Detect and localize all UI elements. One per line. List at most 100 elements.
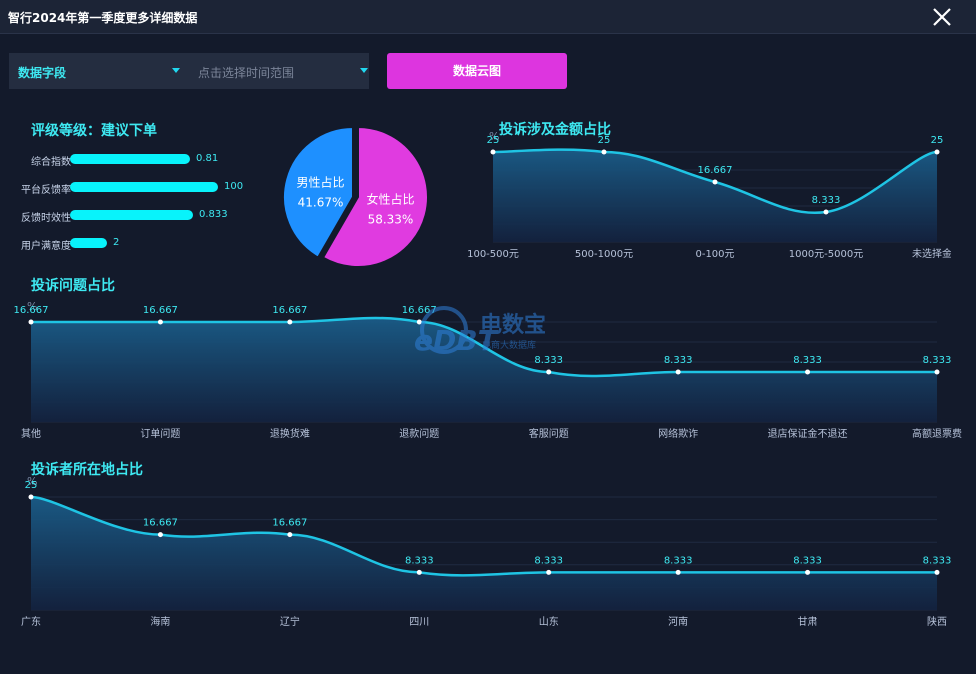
rating-row: 综合指数 0.81 [0, 153, 976, 168]
x-tick-label: 1000元-5000元 [789, 249, 864, 260]
issue-area-chart: 投诉问题占比%16.667其他16.667订单问题16.667退换货难16.66… [14, 277, 963, 440]
rating-label: 综合指数 [31, 157, 71, 168]
data-label: 8.333 [923, 355, 952, 366]
x-tick-label: 辽宁 [280, 615, 300, 628]
data-label: 8.333 [664, 555, 693, 566]
x-tick-label: 广东 [21, 615, 41, 628]
data-point [287, 319, 293, 325]
data-point [675, 369, 681, 375]
watermark-logo: eDBT 电数宝 电商大数据库 [414, 300, 564, 360]
pie-label: 男性占比 [297, 174, 345, 189]
chart-title: 投诉涉及金额占比 [499, 121, 611, 138]
data-point [157, 319, 163, 325]
x-tick-label: 甘肃 [798, 615, 818, 628]
area-fill [31, 497, 937, 610]
window-title: 智行2024年第一季度更多详细数据 [8, 11, 198, 25]
data-label: 16.667 [402, 305, 437, 316]
data-label: 8.333 [812, 195, 841, 206]
data-label: 8.333 [664, 355, 693, 366]
data-label: 8.333 [534, 355, 563, 366]
time-range-select[interactable]: 点击选择时间范围 [189, 53, 369, 89]
data-label: 8.333 [793, 355, 822, 366]
rating-title: 评级等级：建议下单 [31, 123, 157, 139]
x-tick-label: 订单问题 [140, 427, 180, 440]
svg-text:电数宝: 电数宝 [480, 312, 546, 338]
area-fill [493, 149, 937, 242]
x-tick-label: 高额退票费 [912, 427, 962, 440]
rating-value: 0.81 [196, 153, 219, 164]
data-point [601, 149, 607, 155]
rating-row: 平台反馈率 100 [0, 181, 976, 196]
data-point [934, 569, 940, 575]
rating-row: 反馈时效性 0.833 [0, 209, 976, 224]
data-label: 25 [931, 135, 944, 146]
x-tick-label: 网络欺诈 [658, 427, 698, 440]
rating-bar [70, 238, 107, 248]
x-tick-label: 山东 [539, 615, 559, 628]
chevron-down-icon [172, 68, 180, 73]
data-point [416, 319, 422, 325]
y-unit-label: % [489, 130, 499, 143]
location-area-chart: 投诉者所在地占比%25 广东 16.667 海南 16.667 辽宁 8.333 四川 8.33… [21, 461, 951, 628]
data-point [416, 569, 422, 575]
x-tick-label: 陕西 [927, 615, 947, 628]
data-label: 16.667 [14, 305, 49, 316]
rating-label: 平台反馈率 [21, 185, 71, 196]
chart-title: 投诉问题占比 [31, 277, 115, 294]
x-tick-label: 未选择金额 [912, 247, 951, 260]
data-point [287, 532, 293, 538]
data-point [823, 209, 829, 215]
data-point [490, 149, 496, 155]
x-tick-label: 500-1000元 [575, 249, 633, 260]
x-tick-label: 0-100元 [695, 249, 734, 260]
data-field-select[interactable]: 数据字段 [9, 53, 189, 89]
data-label: 16.667 [698, 165, 733, 176]
series-line [30, 495, 937, 577]
data-point [546, 569, 552, 575]
data-cloud-button[interactable]: 数据云图 [387, 53, 567, 89]
data-point [805, 369, 811, 375]
data-point [934, 369, 940, 375]
rating-label: 用户满意度 [21, 241, 71, 252]
x-tick-label: 退款问题 [399, 427, 439, 440]
data-field-value: 数据字段 [18, 66, 67, 80]
chevron-down-icon [360, 68, 368, 73]
data-point [675, 569, 681, 575]
rating-row: 用户满意度 2 [0, 237, 976, 252]
pie-slice [282, 125, 354, 259]
pie-label: 女性占比 [366, 192, 414, 207]
amount-area-chart: 投诉涉及金额占比% 25 100-500元 25 500-1000元 16.667 0-10… [467, 121, 951, 260]
x-tick-label: 河南 [668, 615, 688, 628]
gender-pie-chart: 女性占比 58.33% 男性占比 41.67% [282, 125, 429, 268]
data-point [805, 569, 811, 575]
time-range-placeholder: 点击选择时间范围 [198, 66, 295, 80]
x-tick-label: 四川 [409, 617, 429, 628]
chart-title: 投诉者所在地占比 [31, 461, 143, 478]
filter-bar: 数据字段 点击选择时间范围 [9, 53, 369, 89]
area-fill [31, 317, 937, 422]
data-label: 25 [598, 135, 611, 146]
rating-label: 反馈时效性 [21, 213, 71, 224]
series-line [31, 316, 937, 378]
pie-slice [321, 125, 429, 268]
x-tick-label: 海南 [150, 615, 170, 628]
rating-bar [70, 154, 190, 164]
data-point [157, 532, 163, 538]
x-tick-label: 退换货难 [270, 427, 310, 440]
data-label: 25 [25, 480, 38, 491]
svg-text:eDBT: eDBT [414, 324, 499, 357]
rating-value: 0.833 [199, 209, 228, 220]
data-point [934, 149, 940, 155]
data-point [546, 369, 552, 375]
pie-value: 58.33% [368, 213, 414, 227]
data-point [712, 179, 718, 185]
close-icon[interactable] [930, 5, 954, 29]
data-label: 16.667 [272, 518, 307, 529]
x-tick-label: 100-500元 [467, 249, 519, 260]
x-tick-label: 客服问题 [529, 427, 569, 440]
data-label: 8.333 [534, 555, 563, 566]
rating-bar [70, 182, 218, 192]
data-point [28, 494, 34, 500]
data-label: 16.667 [272, 305, 307, 316]
rating-value: 2 [113, 237, 120, 248]
